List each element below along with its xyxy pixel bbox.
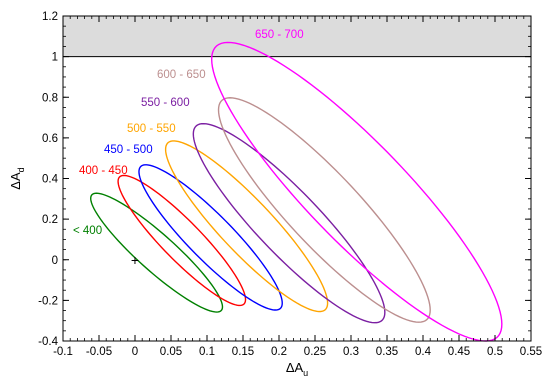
- y-tick-label-6: 0.8: [42, 92, 58, 104]
- y-tick-label-7: 1: [52, 52, 58, 64]
- x-tick-label-8: 0.3: [343, 346, 359, 358]
- x-tick-label-4: 0.1: [199, 346, 215, 358]
- ellipse-5: [217, 97, 431, 323]
- ellipse-1: [117, 174, 247, 307]
- y-tick-label-5: 0.6: [42, 133, 58, 145]
- x-tick-label-0: -0.1: [53, 346, 73, 358]
- ellipse-4: [192, 122, 386, 324]
- x-tick-label-7: 0.25: [304, 346, 326, 358]
- x-tick-label-13: 0.55: [520, 346, 542, 358]
- x-tick-label-6: 0.2: [271, 346, 287, 358]
- x-tick-label-2: 0: [132, 346, 138, 358]
- ellipse-layer: [90, 41, 503, 342]
- x-tick-label-1: -0.05: [86, 346, 112, 358]
- x-axis-label: ΔAu: [286, 360, 308, 378]
- y-axis-label: ΔAd: [8, 167, 26, 189]
- ellipse-2: [138, 164, 283, 311]
- ellipse-0: [90, 192, 224, 313]
- series-label-6: 650 - 700: [255, 29, 304, 41]
- series-label-3: 500 - 550: [127, 123, 176, 135]
- axis-layer: -0.1 -0.05 0 0.05 0.1 0.15 0.2 0.25 0.3 0.35 0.4 0.…: [8, 11, 542, 378]
- x-tick-label-5: 0.15: [232, 346, 254, 358]
- series-label-0: < 400: [73, 225, 102, 237]
- x-tick-label-9: 0.35: [376, 346, 398, 358]
- y-tick-label-4: 0.4: [42, 174, 59, 186]
- x-tick-label-11: 0.45: [448, 346, 470, 358]
- series-label-2: 450 - 500: [104, 144, 153, 156]
- series-label-5: 600 - 650: [157, 69, 206, 81]
- y-tick-label-2: 0: [52, 255, 58, 267]
- y-tick-label-8: 1.2: [42, 11, 58, 23]
- excluded-band: [63, 16, 531, 57]
- series-label-4: 550 - 600: [141, 97, 190, 109]
- series-label-1: 400 - 450: [79, 165, 128, 177]
- marker-layer: +: [131, 252, 139, 268]
- series-label-layer: < 400 400 - 450 450 - 500 500 - 550 550 - 60…: [73, 29, 304, 237]
- ellipse-3: [164, 140, 329, 313]
- y-tick-label-3: 0.2: [42, 214, 58, 226]
- x-tick-label-10: 0.4: [415, 346, 432, 358]
- ellipse-6: [210, 41, 503, 342]
- y-tick-label-1: -0.2: [38, 295, 58, 307]
- y-tick-label-0: -0.4: [38, 336, 58, 348]
- x-tick-label-12: 0.5: [487, 346, 503, 358]
- plus-marker: +: [131, 252, 139, 268]
- x-tick-label-3: 0.05: [160, 346, 182, 358]
- excluded-band-layer: [63, 16, 531, 58]
